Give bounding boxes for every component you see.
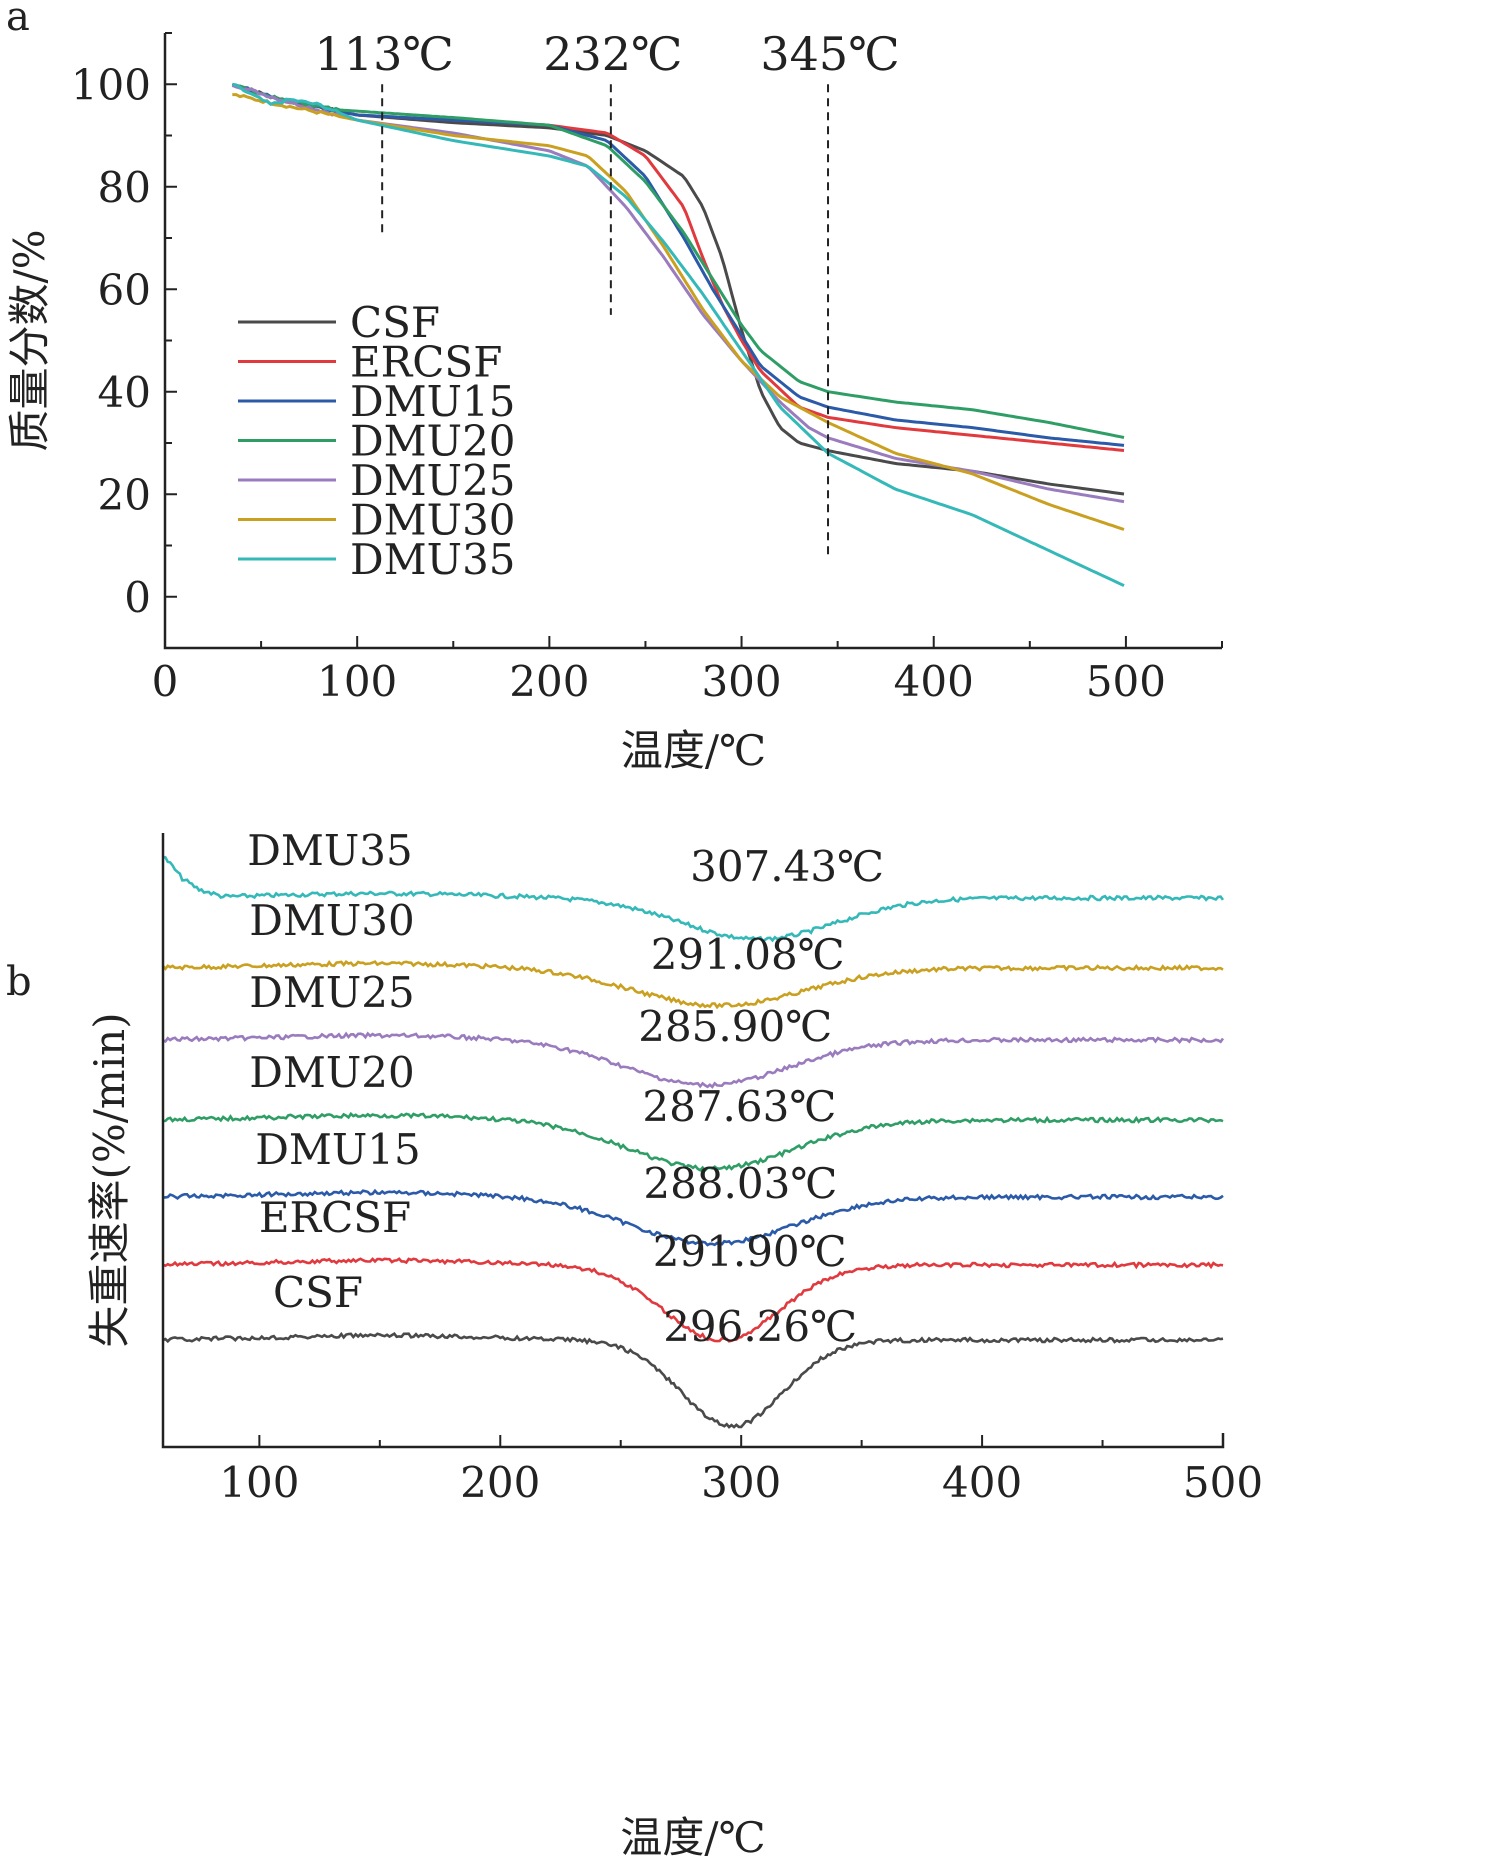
legend-label-dmu30: DMU30 (350, 496, 516, 545)
chart-b-xtick-label: 200 (460, 1458, 540, 1507)
chart-b-xtick-label: 400 (942, 1458, 1022, 1507)
dtg-line-csf (162, 1331, 1224, 1429)
chart-b-xtick-label: 500 (1183, 1458, 1263, 1507)
marker-label-232: 232℃ (543, 27, 682, 81)
dtg-line-dmu15 (163, 1188, 1224, 1247)
chart-a: 113℃ 232℃ 345℃ 0 20 40 60 80 100 0 100 200 300 400 50… (5, 27, 1223, 775)
dtg-name-dmu30: DMU30 (249, 896, 415, 945)
dtg-name-dmu35: DMU35 (247, 826, 413, 875)
legend-label-ercsf: ERCSF (350, 338, 502, 387)
chart-b-xtick-label: 100 (219, 1458, 299, 1507)
legend-label-csf: CSF (350, 298, 440, 347)
chart-b-ylabel: 失重速率(%/min) (85, 1012, 134, 1347)
dtg-peak-label-dmu30: 291.08℃ (651, 930, 845, 979)
panel-label-b: b (6, 959, 32, 1005)
dtg-line-dmu20 (162, 1111, 1224, 1173)
legend-label-dmu25: DMU25 (350, 456, 516, 505)
chart-a-ytick-label: 0 (124, 573, 151, 622)
series-line-dmu20 (232, 83, 1125, 439)
series-line-dmu35 (232, 82, 1125, 587)
dtg-peak-label-dmu20: 287.63℃ (642, 1082, 836, 1131)
dtg-line-dmu25 (162, 1031, 1225, 1089)
dtg-peak-label-csf: 296.26℃ (663, 1302, 857, 1351)
dtg-name-csf: CSF (273, 1268, 363, 1317)
chart-b-xlabel: 温度/℃ (620, 1813, 765, 1860)
chart-b: 100 200 300 400 500 DMU35 307.43℃ DMU30 291.08℃… (85, 826, 1263, 1860)
chart-a-xtick-label: 100 (317, 657, 397, 706)
chart-a-ytick-label: 60 (98, 265, 151, 314)
legend-label-dmu15: DMU15 (350, 377, 516, 426)
chart-a-ytick-label: 80 (98, 163, 151, 212)
dtg-line-ercsf (162, 1257, 1224, 1343)
legend-label-dmu20: DMU20 (350, 417, 516, 466)
chart-a-xtick-label: 300 (701, 657, 781, 706)
dtg-peak-label-dmu25: 285.90℃ (638, 1002, 832, 1051)
chart-a-xlabel: 温度/℃ (621, 726, 766, 775)
chart-a-xtick-label: 400 (894, 657, 974, 706)
chart-a-ylabel: 质量分数/% (5, 229, 54, 451)
dtg-name-dmu20: DMU20 (249, 1048, 415, 1097)
chart-a-ytick-label: 40 (98, 368, 151, 417)
series-line-dmu15 (232, 84, 1125, 447)
chart-a-ytick-label: 100 (71, 60, 151, 109)
legend-label-dmu35: DMU35 (350, 535, 516, 584)
marker-label-113: 113℃ (315, 27, 454, 81)
chart-a-ytick-label: 20 (98, 470, 151, 519)
marker-label-345: 345℃ (760, 27, 899, 81)
dtg-name-dmu15: DMU15 (255, 1125, 421, 1174)
dtg-line-dmu30 (161, 959, 1224, 1010)
chart-a-xtick-label: 500 (1086, 657, 1166, 706)
dtg-peak-label-ercsf: 291.90℃ (653, 1227, 847, 1276)
dtg-name-dmu25: DMU25 (249, 968, 415, 1017)
chart-a-xtick-label: 0 (152, 657, 179, 706)
chart-a-xtick-label: 200 (509, 657, 589, 706)
chart-b-xtick-label: 300 (701, 1458, 781, 1507)
dtg-peak-label-dmu15: 288.03℃ (643, 1159, 837, 1208)
dtg-line-dmu35 (162, 855, 1225, 943)
dtg-name-ercsf: ERCSF (259, 1193, 411, 1242)
panel-label-a: a (6, 0, 30, 40)
dtg-peak-label-dmu35: 307.43℃ (690, 842, 884, 891)
